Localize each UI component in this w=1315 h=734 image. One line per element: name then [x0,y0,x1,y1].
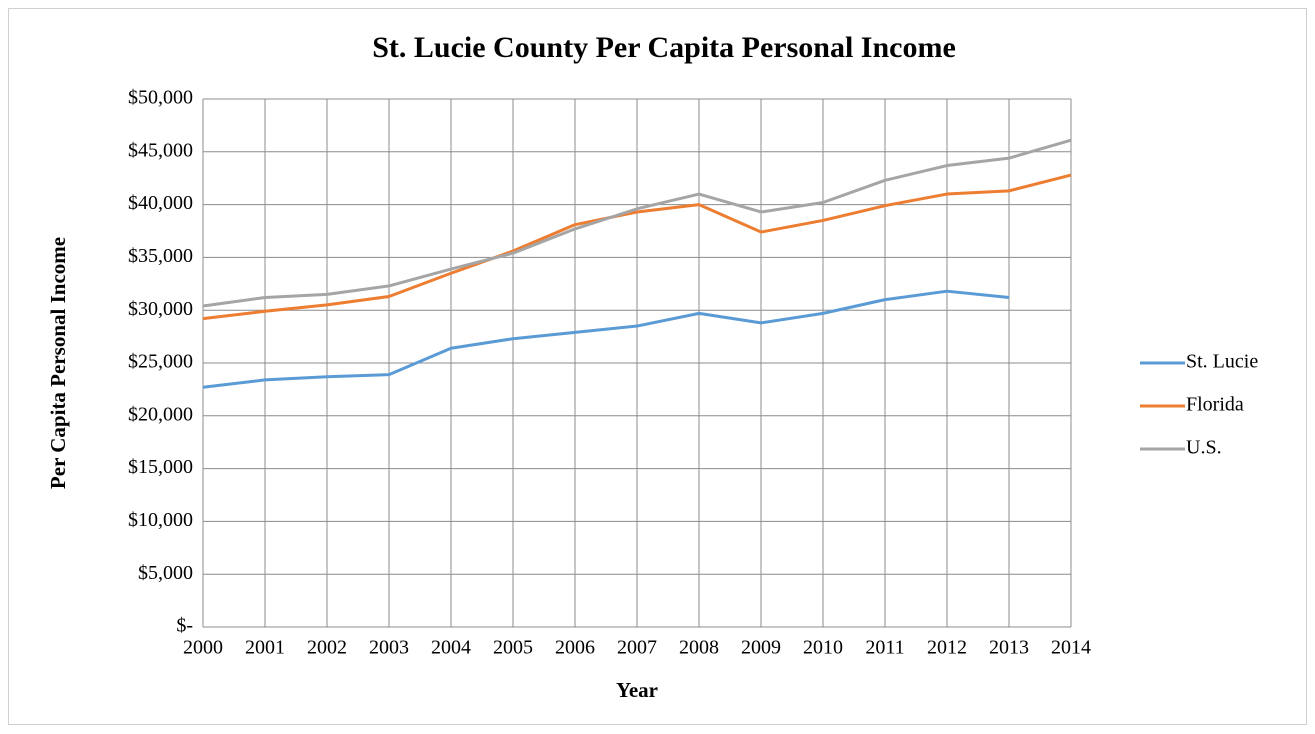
y-tick-label: $15,000 [128,456,193,478]
series-line [202,289,1010,389]
x-axis-title: Year [616,678,658,702]
x-tick-label: 2001 [245,637,285,659]
series-line [202,173,1072,321]
x-tick-label: 2003 [369,637,409,659]
legend-label: St. Lucie [1186,351,1258,373]
x-tick-label: 2002 [307,637,347,659]
x-tick-label: 2008 [679,637,719,659]
x-tick-label: 2013 [989,637,1029,659]
series-line [202,138,1072,308]
x-tick-label: 2005 [493,637,533,659]
y-tick-label: $20,000 [128,403,193,425]
y-axis-title: Per Capita Personal Income [46,237,70,489]
y-tick-label: $50,000 [128,87,193,109]
y-tick-label: $40,000 [128,192,193,214]
x-tick-label: 2006 [555,637,595,659]
y-tick-label: $25,000 [128,351,193,373]
y-tick-label: $10,000 [128,509,193,531]
legend-label: Florida [1186,394,1244,416]
chart-frame [8,8,1307,725]
x-tick-label: 2012 [927,637,967,659]
x-tick-label: 2011 [865,637,904,659]
legend-label: U.S. [1186,437,1222,459]
x-tick-label: 2007 [617,637,657,659]
y-tick-label: $30,000 [128,298,193,320]
y-tick-label: $35,000 [128,245,193,267]
x-tick-label: 2009 [741,637,781,659]
x-tick-label: 2004 [431,637,471,659]
chart-title: St. Lucie County Per Capita Personal Inc… [372,31,956,64]
y-tick-label: $45,000 [128,139,193,161]
x-tick-label: 2000 [183,637,223,659]
y-tick-label: $- [176,615,193,637]
x-tick-label: 2010 [803,637,843,659]
y-tick-label: $5,000 [138,562,193,584]
x-tick-label: 2014 [1051,637,1091,659]
